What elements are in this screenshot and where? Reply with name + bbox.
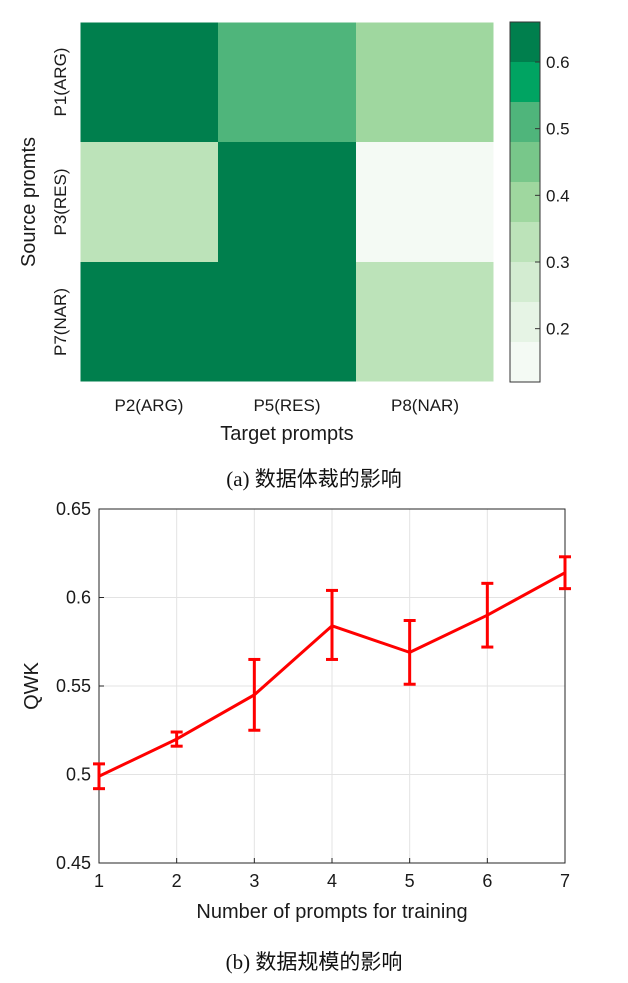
x-tick-label: 7 bbox=[560, 871, 570, 891]
x-axis-label: Target prompts bbox=[220, 423, 353, 445]
y-tick-label: 0.55 bbox=[56, 676, 91, 696]
x-tick-label: P8(NAR) bbox=[391, 396, 459, 415]
colorbar-segment bbox=[510, 222, 540, 262]
x-tick-label: 2 bbox=[172, 871, 182, 891]
heatmap-cell bbox=[218, 262, 356, 382]
y-tick-label: P7(NAR) bbox=[51, 288, 70, 356]
heatmap-cell bbox=[80, 142, 218, 262]
heatmap-figure: P2(ARG) P5(RES) P8(NAR) P1(ARG) P3(RES) P7(NA… bbox=[0, 0, 628, 450]
colorbar-segment bbox=[510, 22, 540, 62]
heatmap-cell bbox=[80, 22, 218, 142]
y-tick-label: 0.45 bbox=[56, 853, 91, 873]
heatmap-cell bbox=[356, 142, 494, 262]
y-tick-label: P3(RES) bbox=[51, 168, 70, 235]
colorbar-border bbox=[509, 21, 541, 383]
x-axis-label: Number of prompts for training bbox=[196, 901, 467, 923]
heatmap-cell bbox=[218, 142, 356, 262]
colorbar-segment bbox=[510, 182, 540, 222]
colorbar-segment bbox=[510, 102, 540, 142]
colorbar-segment bbox=[510, 142, 540, 182]
line-chart: 1 2 3 4 5 6 7 0.45 0.5 0.55 0.6 0.65 Number of promp… bbox=[21, 499, 571, 923]
colorbar-tick-label: 0.6 bbox=[546, 53, 570, 72]
x-tick-label: 3 bbox=[249, 871, 259, 891]
caption-a: (a) 数据体裁的影响 bbox=[226, 467, 402, 491]
colorbar-segment bbox=[510, 62, 540, 102]
colorbar-segment bbox=[510, 342, 540, 382]
colorbar-tick-label: 0.4 bbox=[546, 186, 570, 205]
heatmap-chart: P2(ARG) P5(RES) P8(NAR) P1(ARG) P3(RES) P7(NA… bbox=[18, 21, 570, 445]
colorbar-segment bbox=[510, 302, 540, 342]
y-tick-label: 0.6 bbox=[66, 588, 91, 608]
caption-b: (b) 数据规模的影响 bbox=[225, 950, 403, 974]
heatmap-frame bbox=[79, 21, 495, 383]
x-tick-label: 6 bbox=[482, 871, 492, 891]
y-axis-label: Source promts bbox=[18, 137, 40, 267]
colorbar-segment bbox=[510, 262, 540, 302]
y-tick-label: 0.5 bbox=[66, 765, 91, 785]
y-axis-label: QWK bbox=[21, 661, 43, 709]
heatmap-cell bbox=[356, 22, 494, 142]
x-tick-label: P2(ARG) bbox=[115, 396, 184, 415]
line-figure: 1 2 3 4 5 6 7 0.45 0.5 0.55 0.6 0.65 Number of promp… bbox=[0, 495, 628, 935]
colorbar-tick-label: 0.5 bbox=[546, 120, 570, 139]
x-tick-label: P5(RES) bbox=[253, 396, 320, 415]
colorbar-tick-label: 0.2 bbox=[546, 320, 570, 339]
x-tick-label: 4 bbox=[327, 871, 337, 891]
x-tick-label: 1 bbox=[94, 871, 104, 891]
heatmap-cell bbox=[80, 262, 218, 382]
y-tick-label: P1(ARG) bbox=[51, 48, 70, 117]
y-tick-label: 0.65 bbox=[56, 499, 91, 519]
colorbar-tick-label: 0.3 bbox=[546, 253, 570, 272]
x-tick-label: 5 bbox=[405, 871, 415, 891]
heatmap-cell bbox=[218, 22, 356, 142]
heatmap-cell bbox=[356, 262, 494, 382]
